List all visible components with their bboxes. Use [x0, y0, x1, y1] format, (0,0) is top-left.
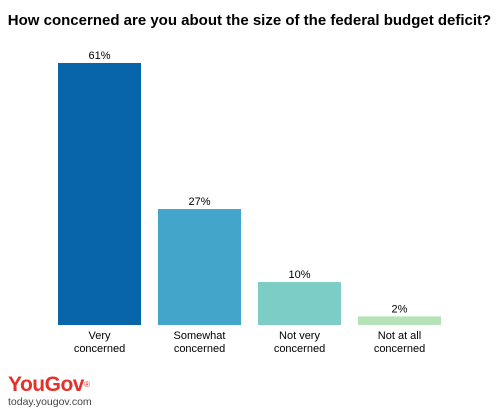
category-label-2: Not very concerned [274, 330, 325, 355]
yougov-logo: YouGov® [8, 374, 92, 395]
bar-0 [58, 63, 141, 325]
category-label-1: Somewhat concerned [174, 330, 226, 355]
logo-you: You [8, 373, 45, 396]
category-label-line: Not at all [378, 330, 421, 342]
category-label-line: concerned [374, 343, 425, 355]
brand-url: today.yougov.com [8, 396, 92, 408]
category-label-line: Somewhat [174, 330, 226, 342]
value-label-3: 2% [392, 303, 408, 315]
chart-title: How concerned are you about the size of … [7, 12, 492, 29]
category-label-line: Very [88, 330, 111, 342]
category-label-line: concerned [74, 343, 125, 355]
category-label-line: concerned [274, 343, 325, 355]
registered-mark: ® [83, 380, 90, 389]
bar-1 [158, 209, 241, 325]
category-label-line: Not very [279, 330, 320, 342]
category-label-line: concerned [174, 343, 225, 355]
category-label-3: Not at all concerned [374, 330, 425, 355]
logo-gov: Gov [44, 373, 85, 396]
value-label-1: 27% [188, 196, 210, 208]
category-label-0: Very concerned [74, 330, 125, 355]
yougov-brand: YouGov® today.yougov.com [8, 374, 92, 408]
bar-3 [358, 316, 441, 325]
value-label-0: 61% [88, 50, 110, 62]
bar-2 [258, 282, 341, 325]
value-label-2: 10% [288, 269, 310, 281]
